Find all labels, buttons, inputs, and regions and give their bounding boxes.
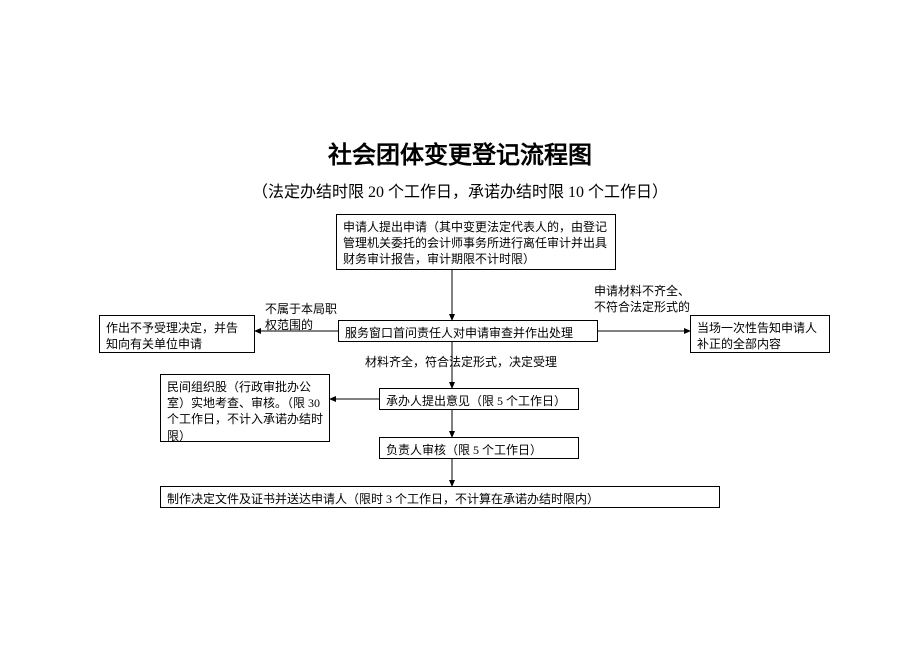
flowchart-arrows xyxy=(0,0,920,651)
